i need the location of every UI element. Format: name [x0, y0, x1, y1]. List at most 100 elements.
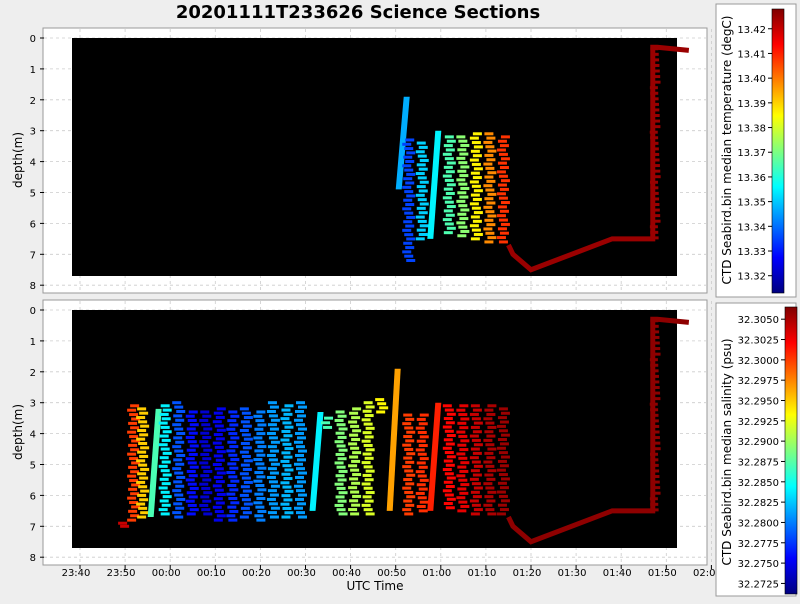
track-bin — [650, 52, 659, 56]
profile-bin — [129, 457, 139, 461]
profile-bin — [470, 490, 480, 494]
profile-bin — [293, 506, 303, 510]
profile-bin — [228, 496, 238, 500]
profile-bin — [444, 135, 454, 139]
profile-bin — [267, 467, 277, 471]
profile-bin — [229, 509, 239, 513]
track-bin — [652, 175, 661, 179]
profile-bin — [266, 431, 276, 435]
profile-bin — [403, 435, 413, 439]
profile-bin — [226, 449, 236, 453]
profile-bin — [136, 502, 146, 506]
profile-bin — [187, 440, 197, 444]
profile-bin — [415, 426, 425, 430]
salinity-colorbar-ticks: 32.2725 32.2750 32.2775 32.2800 32.2825 32.28… — [738, 315, 785, 590]
profile-bin — [158, 508, 168, 512]
track-bin — [651, 475, 660, 479]
profile-bin — [406, 452, 416, 456]
profile-bin — [172, 401, 182, 405]
profile-bin — [212, 463, 222, 466]
profile-bin — [485, 508, 495, 512]
profile-bin — [337, 499, 347, 503]
profile-bin — [335, 452, 345, 456]
profile-bin — [158, 486, 168, 490]
profile-bin — [127, 452, 137, 456]
profile-bin — [473, 443, 483, 447]
track-bin — [651, 114, 660, 118]
profile-bin — [404, 254, 414, 258]
track-bin — [651, 152, 660, 156]
track-bin — [650, 452, 659, 456]
profile-bin — [253, 436, 263, 440]
profile-bin — [203, 427, 213, 431]
profile-bin — [253, 501, 263, 505]
profile-bin — [473, 211, 483, 215]
profile-bin — [469, 499, 479, 503]
profile-bin — [459, 217, 469, 221]
profile-bin — [458, 139, 468, 143]
track-bin — [651, 69, 660, 73]
profile-bin — [351, 459, 361, 463]
profile-bin — [215, 458, 225, 462]
profile-bin — [296, 502, 306, 506]
profile-bin — [138, 463, 148, 467]
profile-bin — [267, 489, 277, 493]
profile-bin — [486, 201, 496, 205]
profile-bin — [404, 490, 414, 494]
profile-bin — [176, 497, 186, 501]
profile-bin — [162, 408, 172, 412]
profile-bin — [240, 463, 250, 467]
profile-bin — [188, 452, 198, 456]
profile-bin — [215, 415, 225, 419]
profile-bin — [131, 439, 141, 443]
profile-bin — [255, 505, 265, 509]
profile-bin — [294, 409, 304, 413]
profile-bin — [173, 436, 183, 440]
profile-bin — [253, 414, 263, 418]
profile-bin — [228, 410, 238, 414]
track-bin — [650, 136, 659, 140]
profile-bin — [136, 459, 146, 463]
profile-bin — [405, 482, 415, 486]
profile-bin — [256, 453, 266, 457]
profile-bin — [499, 420, 509, 424]
profile-bin — [160, 447, 170, 451]
profile-bin — [337, 414, 347, 418]
profile-bin — [499, 144, 509, 148]
profile-bin — [459, 448, 469, 452]
profile-bin — [173, 414, 183, 418]
profile-bin — [255, 462, 265, 466]
profile-bin — [404, 190, 414, 194]
profile-bin — [284, 468, 294, 472]
profile-bin — [365, 405, 375, 409]
profile-bin — [173, 458, 183, 462]
profile-bin — [158, 421, 168, 425]
profile-bin — [364, 478, 374, 482]
profile-bin — [268, 436, 278, 440]
profile-bin — [404, 512, 414, 516]
profile-bin — [483, 460, 493, 464]
profile-bin — [457, 212, 467, 216]
profile-bin — [161, 417, 171, 421]
profile-bin — [471, 184, 481, 188]
profile-bin — [174, 515, 184, 519]
profile-bin — [361, 439, 371, 443]
profile-bin — [404, 447, 414, 451]
profile-bin — [243, 459, 253, 463]
profile-bin — [406, 215, 416, 219]
profile-bin — [349, 455, 359, 459]
profile-bin — [471, 460, 481, 464]
track-bin — [652, 169, 661, 173]
profile-bin — [496, 512, 506, 516]
profile-bin — [487, 490, 497, 494]
profile-bin — [419, 435, 429, 439]
profile-bin — [497, 227, 507, 231]
profile-cast — [427, 130, 442, 239]
profile-bin — [284, 425, 294, 429]
salinity-y-axis-label: depth(m) — [11, 404, 25, 460]
profile-bin — [140, 446, 150, 450]
profile-bin — [348, 442, 358, 446]
profile-bin — [130, 426, 140, 430]
profile-bin — [484, 197, 494, 201]
profile-bin — [375, 398, 385, 402]
